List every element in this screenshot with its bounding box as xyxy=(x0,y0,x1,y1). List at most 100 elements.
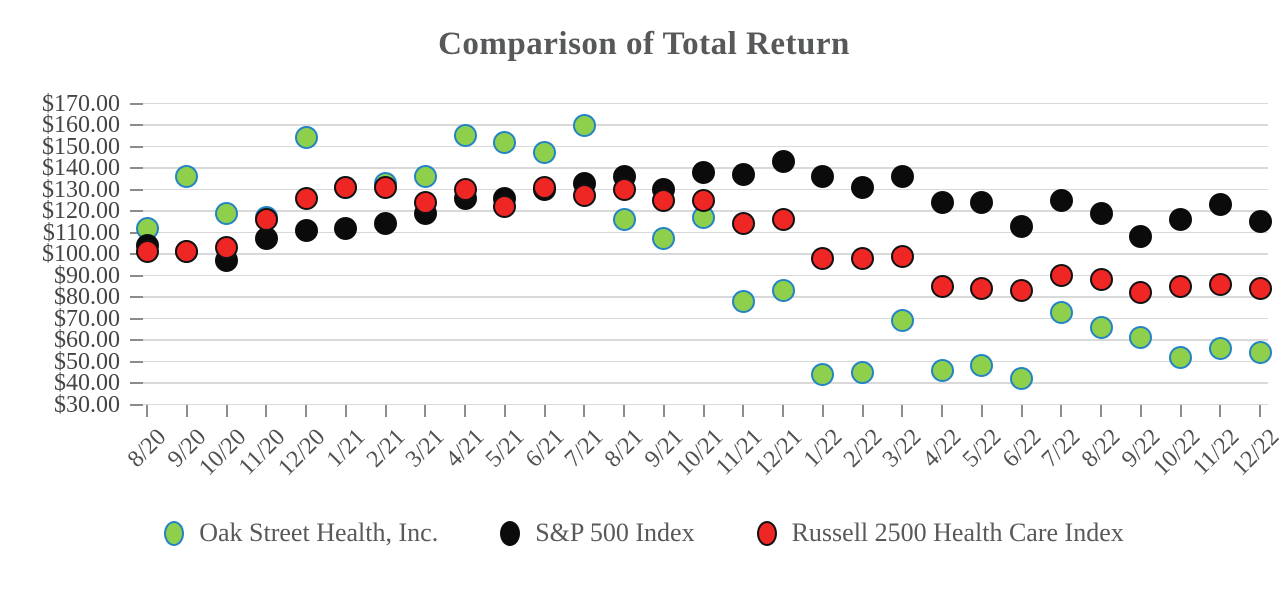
data-point-sp500 xyxy=(731,162,755,186)
legend-label-russell: Russell 2500 Health Care Index xyxy=(791,518,1124,547)
data-point-russell xyxy=(135,240,159,264)
x-axis-tick xyxy=(861,405,864,417)
y-axis-label: $60.00 xyxy=(54,327,120,353)
gridline xyxy=(140,274,1268,277)
y-axis-label: $110.00 xyxy=(42,219,120,246)
data-point-russell xyxy=(930,274,954,298)
y-axis-label: $130.00 xyxy=(42,176,120,203)
data-point-oak-street xyxy=(294,126,318,150)
data-point-russell xyxy=(453,178,477,201)
y-axis-tick xyxy=(130,382,143,384)
data-point-russell xyxy=(970,276,994,300)
y-axis-label: $70.00 xyxy=(54,305,120,332)
y-axis-tick xyxy=(130,339,143,341)
y-axis-tick xyxy=(130,167,143,169)
y-axis-label: $120.00 xyxy=(42,198,120,224)
y-axis-tick xyxy=(130,296,143,298)
data-point-oak-street xyxy=(453,124,477,148)
data-point-russell xyxy=(334,175,358,199)
x-axis-tick xyxy=(623,405,625,417)
data-point-russell xyxy=(1169,274,1192,298)
gridline xyxy=(140,339,1268,341)
data-point-sp500 xyxy=(294,218,318,242)
data-point-oak-street xyxy=(572,113,596,137)
x-axis-tick xyxy=(1060,405,1063,417)
y-axis-label: $40.00 xyxy=(54,370,120,396)
data-point-oak-street xyxy=(1169,345,1192,369)
y-axis-tick xyxy=(130,102,143,105)
data-point-russell xyxy=(374,175,397,199)
gridline xyxy=(140,102,1268,105)
data-point-oak-street xyxy=(731,289,755,313)
x-axis-tick xyxy=(146,405,148,417)
x-axis-tick xyxy=(821,405,824,417)
chart-title: Comparison of Total Return xyxy=(438,26,850,62)
data-point-russell xyxy=(1208,272,1232,296)
x-axis-tick xyxy=(1100,405,1102,417)
data-point-oak-street xyxy=(413,165,437,189)
gridline xyxy=(140,231,1268,234)
sp500-marker-icon xyxy=(500,520,521,546)
data-point-sp500 xyxy=(930,190,954,214)
y-axis-tick xyxy=(130,274,143,277)
data-point-sp500 xyxy=(1129,225,1153,249)
x-axis-tick xyxy=(1259,405,1261,417)
y-axis-tick xyxy=(130,403,143,406)
x-axis-tick xyxy=(782,405,784,417)
y-axis-tick xyxy=(130,145,143,148)
y-axis-label: $170.00 xyxy=(42,90,120,117)
data-point-oak-street xyxy=(1049,300,1073,324)
data-point-russell xyxy=(1049,264,1073,287)
legend-label-oak-street: Oak Street Health, Inc. xyxy=(199,518,439,547)
legend-label-sp500: S&P 500 Index xyxy=(535,518,695,547)
data-point-russell xyxy=(572,184,596,208)
data-point-oak-street xyxy=(811,362,835,386)
x-axis-tick xyxy=(384,405,387,417)
data-point-oak-street xyxy=(652,227,676,251)
data-point-russell xyxy=(533,175,556,199)
data-point-oak-street xyxy=(930,358,954,382)
data-point-sp500 xyxy=(1169,208,1192,232)
data-point-russell xyxy=(1089,268,1113,292)
data-point-oak-street xyxy=(533,141,556,165)
data-point-russell xyxy=(692,188,715,212)
gridline xyxy=(140,145,1268,148)
x-axis-tick xyxy=(1219,405,1222,417)
data-point-oak-street xyxy=(1089,315,1113,339)
data-point-oak-street xyxy=(1208,337,1232,361)
x-axis-tick xyxy=(225,405,228,417)
data-point-oak-street xyxy=(1248,341,1272,365)
data-point-oak-street xyxy=(493,130,517,154)
data-point-oak-street xyxy=(851,360,874,384)
data-point-sp500 xyxy=(1010,214,1033,238)
gridline xyxy=(140,403,1268,406)
gridline xyxy=(140,360,1268,363)
x-axis-tick xyxy=(583,405,586,417)
x-axis-tick xyxy=(662,405,665,417)
data-point-oak-street xyxy=(890,309,914,333)
x-axis-tick xyxy=(344,405,347,417)
x-axis-tick xyxy=(543,405,546,417)
data-point-sp500 xyxy=(811,165,835,189)
data-point-oak-street xyxy=(1010,367,1033,391)
data-point-russell xyxy=(215,236,238,260)
x-axis-tick xyxy=(901,405,904,417)
data-point-russell xyxy=(493,195,517,219)
x-axis-tick xyxy=(702,405,705,417)
x-axis-tick xyxy=(742,405,745,417)
data-point-sp500 xyxy=(970,190,994,214)
data-point-oak-street xyxy=(175,165,199,189)
data-point-russell xyxy=(612,178,636,201)
data-point-russell xyxy=(413,190,437,214)
y-axis-tick xyxy=(130,124,143,126)
y-axis-label: $80.00 xyxy=(54,284,120,310)
data-point-russell xyxy=(890,244,914,268)
y-axis-label: $30.00 xyxy=(54,391,120,418)
data-point-russell xyxy=(851,246,874,270)
x-axis-tick xyxy=(1020,405,1023,417)
y-axis-tick xyxy=(130,360,143,363)
data-point-russell xyxy=(731,212,755,236)
gridline xyxy=(140,124,1268,126)
data-point-oak-street xyxy=(612,208,636,232)
